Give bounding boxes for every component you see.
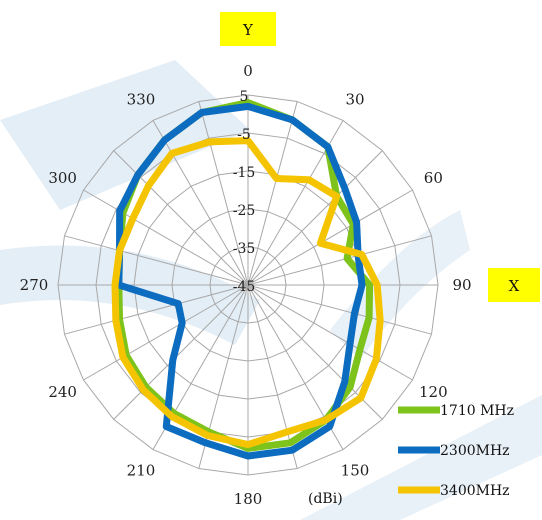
x-axis-marker: X	[488, 268, 540, 302]
angle-tick-label: 150	[341, 461, 370, 479]
angle-tick-label: 90	[452, 276, 471, 294]
angle-tick-label: 300	[48, 169, 77, 187]
legend-label: 2300MHz	[440, 443, 510, 459]
grid-spoke	[247, 235, 432, 286]
polar-grid	[57, 94, 439, 476]
grid-spoke	[198, 101, 249, 286]
angle-tick-label: 60	[424, 169, 443, 187]
grid-spoke	[247, 150, 383, 286]
radial-tick-labels: 5 -5 -15 -25 -35 -45	[233, 89, 256, 295]
angle-tick-label: 180	[234, 490, 263, 508]
radial-tick-label: -15	[233, 165, 256, 181]
grid-spoke	[247, 284, 432, 335]
angle-tick-label: 120	[419, 383, 448, 401]
watermark-shape	[300, 395, 542, 520]
angle-tick-label: 210	[127, 461, 156, 479]
angle-tick-labels: 0 30 60 90 120 150 180 210 240 270 300 330	[20, 62, 472, 508]
series-layer	[111, 99, 384, 460]
grid-spoke	[247, 284, 413, 381]
radial-tick-label: -45	[233, 279, 256, 295]
grid-spoke	[152, 120, 249, 286]
grid-spoke	[64, 235, 249, 286]
legend: 1710 MHz 2300MHz 3400MHz	[398, 403, 514, 499]
radial-tick-label: 5	[240, 89, 249, 105]
series-line-2	[115, 102, 366, 460]
angle-tick-label: 330	[127, 91, 156, 109]
y-axis-marker: Y	[220, 12, 276, 46]
legend-label: 3400MHz	[440, 483, 510, 499]
grid-spoke	[83, 189, 249, 286]
angle-tick-label: 0	[243, 62, 253, 80]
grid-spoke	[64, 284, 249, 335]
legend-label: 1710 MHz	[440, 403, 514, 419]
grid-spoke	[83, 284, 249, 381]
grid-spoke	[113, 284, 249, 420]
angle-tick-label: 30	[345, 91, 364, 109]
watermark-shape	[0, 245, 260, 345]
grid-spoke	[247, 189, 413, 286]
grid-spoke	[247, 284, 298, 469]
angle-tick-label: 240	[48, 383, 77, 401]
unit-label: (dBi)	[308, 491, 343, 507]
radial-tick-label: -35	[233, 241, 256, 257]
grid-spoke	[247, 101, 298, 286]
radial-tick-label: -25	[233, 203, 256, 219]
watermark-shape	[0, 60, 250, 210]
angle-tick-label: 270	[20, 276, 49, 294]
y-axis-label: Y	[242, 21, 254, 39]
radial-tick-label: -5	[237, 127, 251, 143]
series-line-3	[111, 137, 384, 449]
x-axis-label: X	[509, 277, 520, 295]
